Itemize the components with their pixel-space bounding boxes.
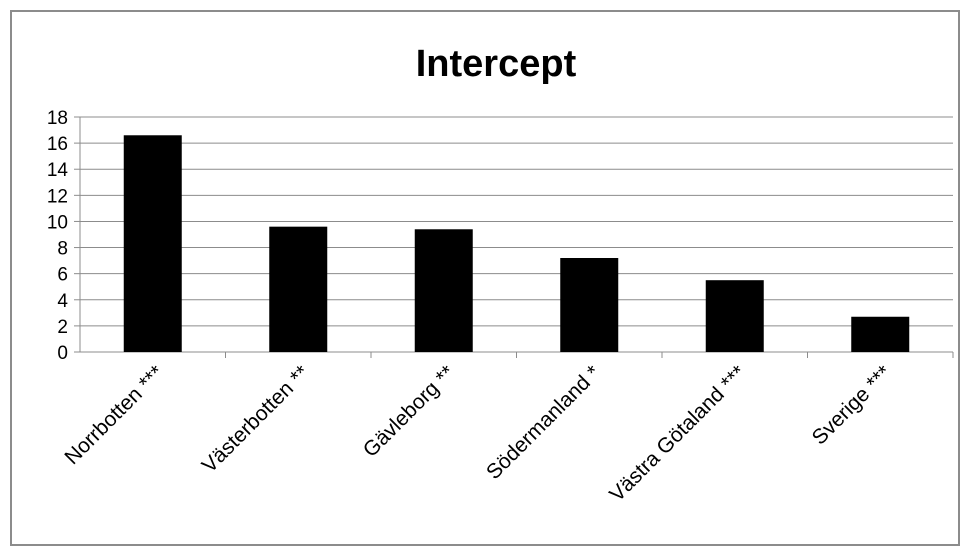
bar xyxy=(560,258,619,352)
bars xyxy=(123,135,910,352)
y-tick-label: 18 xyxy=(47,108,68,129)
gridlines xyxy=(80,116,953,327)
y-tick-label: 16 xyxy=(47,134,68,155)
x-axis-ticks: Norrbotten *** Västerbotten ** Gävleborg *… xyxy=(60,361,895,506)
y-tick-label: 2 xyxy=(57,317,68,338)
y-axis-ticks: 0 2 4 6 8 10 12 14 16 18 xyxy=(47,108,69,364)
bar xyxy=(269,226,328,352)
y-tick-label: 10 xyxy=(47,212,68,233)
x-tick-label: Västerbotten ** xyxy=(198,361,314,477)
x-tick-label: Sverige *** xyxy=(808,361,896,449)
y-tick-label: 12 xyxy=(47,186,68,207)
bar xyxy=(851,316,910,352)
bar xyxy=(123,135,182,352)
y-tick-label: 0 xyxy=(57,343,68,364)
bar xyxy=(705,280,764,352)
y-tick-label: 4 xyxy=(57,291,68,312)
x-tick-label: Gävleborg ** xyxy=(359,361,459,461)
x-tick-label: Västra Götaland *** xyxy=(605,361,750,506)
y-tick-label: 6 xyxy=(57,265,68,286)
chart-title: Intercept xyxy=(416,43,577,85)
x-tick-label: Norrbotten *** xyxy=(60,361,168,469)
y-tick-label: 8 xyxy=(57,239,68,260)
y-tick-label: 14 xyxy=(47,160,69,181)
axes xyxy=(74,116,954,358)
x-tick-label: Södermanland * xyxy=(482,361,605,484)
bar xyxy=(414,229,473,352)
